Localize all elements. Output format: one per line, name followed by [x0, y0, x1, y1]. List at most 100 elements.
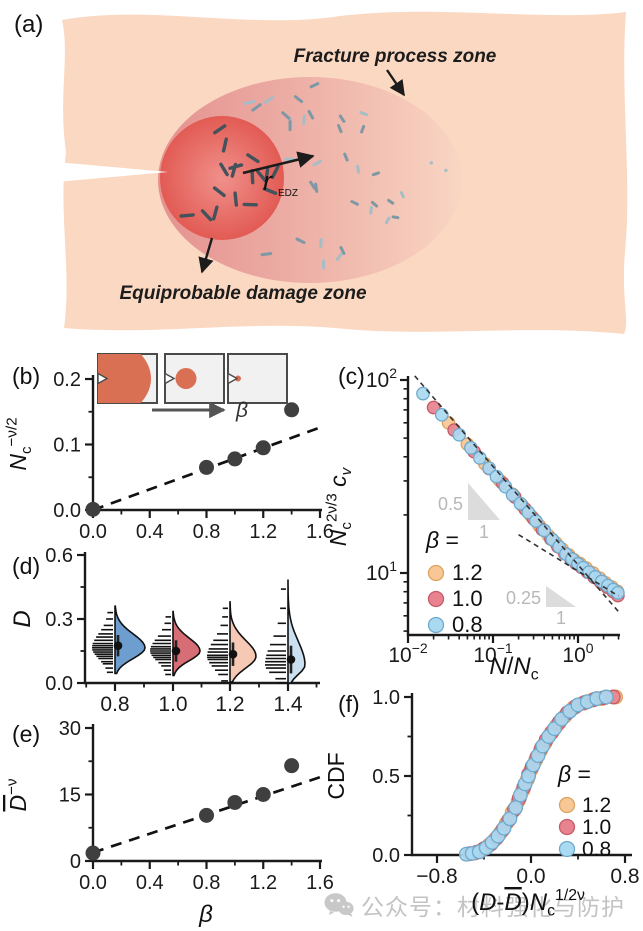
microcrack-dash: [263, 95, 275, 104]
microcrack-dash: [339, 246, 346, 255]
y-tick-label: 15: [59, 785, 81, 807]
x-axis-title: (D-D)Nc1/2ν: [471, 887, 585, 919]
radius-label: r: [263, 166, 273, 196]
legend-marker: [427, 590, 445, 608]
x-tick-label: 1.6: [306, 872, 334, 894]
violin-shape: [229, 601, 257, 683]
microcrack-dash: [356, 164, 361, 174]
data-point: [284, 402, 300, 418]
microcrack-dash: [302, 114, 306, 126]
chart-d-svg: 0.0 0.3 0.6 D 0.8 1.0 1.2 1.4 (d): [9, 545, 320, 716]
label-seg: N: [530, 889, 548, 916]
label-seg: 10: [473, 644, 496, 667]
label-seg: D: [479, 889, 496, 916]
microcrack-dash: [319, 237, 323, 249]
slope-rise-label: 0.5: [438, 494, 463, 514]
legend-title: β =: [425, 527, 459, 553]
microcrack-dash: [293, 95, 304, 104]
panel-e-chart: 0.0 0.4 0.8 1.2 1.6 0 15 30 D−ν β (e): [0, 710, 334, 931]
microcrack-dash: [307, 109, 315, 120]
x-tick-label: 0.8: [610, 865, 639, 888]
y-tick-label: 0.1: [53, 435, 81, 457]
panel-f-chart: −0.8 0.0 0.8 0.0 0.5 1.0 CDF (D-D)Nc1/2ν β = 1.2 1…: [322, 684, 643, 931]
axes-spines: [91, 724, 322, 863]
radius-arrow: [242, 151, 315, 175]
label-seg: D: [504, 889, 521, 916]
microcrack-dash: [295, 237, 306, 245]
microcrack-dash: [260, 251, 273, 257]
legend: β = 1.21.00.8: [425, 527, 483, 637]
label-seg: /: [507, 653, 514, 680]
guide-dashed-line: [518, 533, 619, 597]
microcrack-dot: [429, 161, 433, 165]
microcrack-dash: [251, 103, 262, 112]
label-seg: N: [325, 529, 351, 546]
microcrack-dash: [219, 162, 229, 177]
y-axis-title: D: [9, 610, 36, 627]
label-seg: c: [325, 475, 351, 493]
violin-mean-dot: [228, 649, 238, 659]
microcrack-dash: [369, 205, 373, 215]
microcrack-dash: [243, 99, 256, 106]
x-tick-label: 100: [562, 640, 593, 667]
svg-circle: [175, 368, 197, 389]
microcrack-dash: [179, 213, 195, 218]
guide-dashed-line: [414, 375, 620, 613]
microcrack-dash: [350, 200, 359, 206]
inset-notch: [164, 372, 176, 385]
panel-letter: (a): [14, 11, 43, 38]
label-seg: −ν/2: [3, 417, 20, 446]
x-tick-label: 1.2: [249, 521, 277, 543]
wechat-icon: [324, 893, 354, 917]
x-tick-label: 10−1: [473, 640, 513, 667]
label-seg: 10: [366, 369, 389, 392]
microcrack-dash: [387, 198, 395, 205]
x-tick-label: 1.6: [306, 521, 334, 543]
x-tick-label: 0.8: [193, 521, 221, 543]
microcrack-dash: [281, 111, 291, 120]
y-axis-title: Nc2ν/3 cv: [323, 466, 355, 546]
data-point: [85, 845, 101, 861]
panel-letter: (b): [12, 363, 40, 389]
slope-run-label: 1: [556, 608, 566, 628]
data-point: [472, 451, 487, 465]
label-seg: c: [18, 446, 35, 454]
label-seg: N: [5, 454, 31, 471]
label-seg: c: [338, 522, 355, 530]
data-point: [416, 386, 430, 401]
data-point: [611, 585, 625, 600]
inset-beta-label: β: [235, 399, 248, 422]
y-tick-label: 0.0: [45, 673, 73, 695]
label-seg: D: [5, 795, 31, 812]
radius-sub-label: EDZ: [278, 188, 298, 199]
microcrack-dash: [250, 169, 255, 185]
legend-label: 1.0: [582, 816, 611, 839]
microcrack-dash: [233, 191, 239, 207]
violin-beta-1.4: [265, 579, 306, 684]
y-tick-label: 0.2: [53, 369, 81, 391]
data-point: [452, 427, 467, 442]
violin-shape: [172, 610, 201, 677]
data-series: [458, 689, 624, 862]
x-tick-label: 1.2: [215, 693, 244, 716]
label-seg: −2: [412, 640, 428, 656]
label-seg: −1: [497, 640, 513, 656]
violin-shape: [114, 605, 146, 675]
x-tick-label: 0.4: [136, 521, 164, 543]
data-point: [85, 501, 101, 517]
microcrack-dash: [309, 180, 317, 191]
fpz-microcracks: [243, 82, 448, 270]
legend: β = 1.21.00.8: [557, 761, 611, 861]
microcrack-dash: [256, 170, 268, 183]
microcrack-dash: [314, 182, 319, 193]
edz-label: Equiprobable damage zone: [119, 283, 366, 304]
data-point: [513, 496, 528, 511]
data-points: [85, 402, 300, 517]
edz-arrow: [198, 237, 214, 274]
violin-mean-dot: [171, 646, 181, 656]
data-point: [227, 794, 243, 810]
data-point: [489, 469, 504, 484]
microcrack-dash: [338, 114, 346, 123]
microcrack-dash: [246, 153, 260, 164]
